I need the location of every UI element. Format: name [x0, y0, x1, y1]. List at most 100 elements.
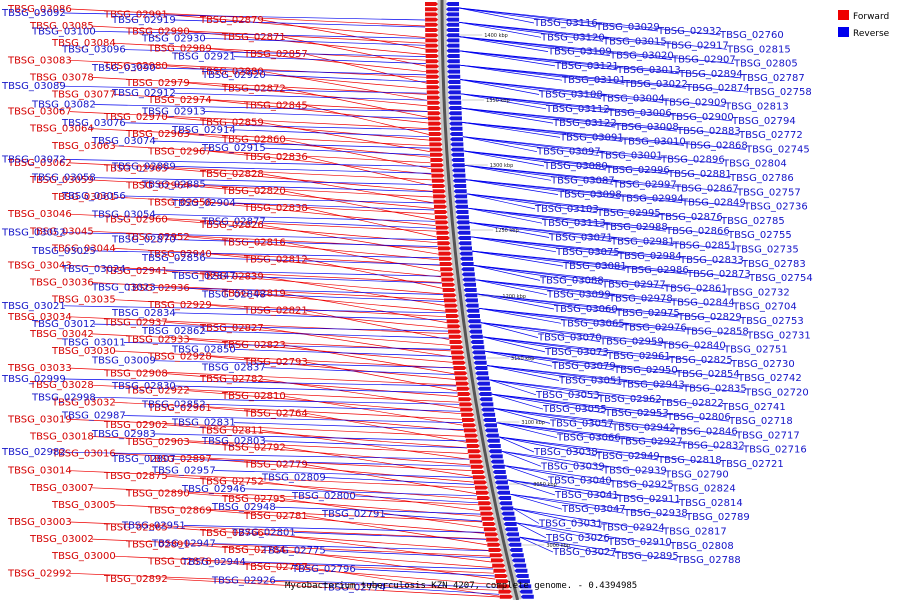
- reverse-connector: [469, 222, 550, 238]
- forward-gene-label: TBSG_03007: [29, 483, 94, 494]
- forward-gene-label: TBSG_02967: [147, 146, 212, 157]
- forward-gene-label: TBSG_02828: [199, 169, 264, 180]
- forward-connector: [209, 561, 497, 586]
- reverse-gene-label: TBSG_03011: [61, 337, 126, 348]
- reverse-connector: [496, 422, 682, 447]
- forward-gene-label: TBSG_02781: [243, 511, 308, 522]
- forward-connector: [305, 361, 458, 392]
- reverse-gene-label: TBSG_02946: [181, 484, 246, 495]
- forward-feature: [447, 324, 461, 329]
- reverse-feature: [483, 423, 497, 428]
- forward-feature: [481, 516, 495, 521]
- forward-feature: [443, 293, 457, 298]
- reverse-gene-label: TBSG_03051: [558, 376, 623, 387]
- forward-gene-label: TBSG_02937: [103, 317, 168, 328]
- reverse-gene-label: TBSG_02983: [91, 429, 156, 440]
- forward-feature: [467, 449, 481, 454]
- reverse-gene-label: TBSG_03120: [540, 32, 605, 43]
- forward-feature: [461, 412, 475, 417]
- kbp-label: 1350 kbp: [486, 98, 510, 104]
- forward-connector: [305, 105, 429, 135]
- reverse-gene-label: TBSG_02996: [605, 165, 670, 176]
- reverse-gene-label: TBSG_02731: [746, 330, 811, 341]
- reverse-gene-label: TBSG_02959: [599, 337, 664, 348]
- forward-gene-label: TBSG_02940: [147, 249, 212, 260]
- forward-feature: [426, 90, 440, 95]
- reverse-gene-label: TBSG_02975: [615, 308, 680, 319]
- reverse-feature: [452, 168, 466, 173]
- reverse-gene-label: TBSG_02896: [660, 155, 725, 166]
- reverse-connector: [501, 450, 666, 475]
- genome-backbone: [437, 0, 522, 600]
- reverse-connector: [123, 122, 429, 131]
- reverse-gene-label: TBSG_02904: [171, 198, 236, 209]
- reverse-connector: [463, 150, 669, 175]
- reverse-connector: [233, 129, 429, 138]
- forward-connector: [113, 350, 454, 369]
- reverse-gene-label: TBSG_03072: [1, 154, 66, 165]
- reverse-connector: [460, 79, 664, 103]
- forward-feature: [437, 246, 451, 251]
- reverse-feature: [448, 100, 462, 105]
- reverse-feature: [486, 438, 500, 443]
- forward-feature: [455, 381, 469, 386]
- reverse-gene-label: TBSG_02874: [685, 83, 750, 94]
- forward-connector: [283, 139, 432, 170]
- forward-connector: [187, 185, 435, 209]
- forward-feature: [465, 438, 479, 443]
- reverse-gene-label: TBSG_02900: [669, 112, 734, 123]
- forward-gene-label: TBSG_02941: [103, 266, 168, 277]
- reverse-connector: [482, 336, 546, 353]
- reverse-connector: [233, 349, 452, 357]
- reverse-feature: [447, 80, 461, 84]
- forward-gene-label: TBSG_02860: [221, 135, 286, 146]
- reverse-gene-label: TBSG_03070: [537, 333, 602, 344]
- reverse-connector: [473, 265, 665, 289]
- forward-feature: [426, 80, 440, 84]
- reverse-connector: [499, 436, 659, 461]
- reverse-gene-label: TBSG_03040: [547, 476, 612, 487]
- reverse-connector: [478, 307, 686, 332]
- forward-connector: [261, 224, 439, 255]
- kbp-label: 3150 kbp: [511, 356, 535, 362]
- reverse-gene-label: TBSG_02758: [747, 87, 812, 98]
- forward-gene-label: TBSG_02820: [221, 186, 286, 197]
- reverse-gene-label: TBSG_03092: [1, 8, 66, 19]
- reverse-feature: [469, 329, 483, 334]
- reverse-connector: [496, 422, 620, 443]
- reverse-feature: [490, 459, 504, 464]
- reverse-gene-label: TBSG_02977: [601, 279, 666, 290]
- forward-feature: [431, 168, 445, 173]
- forward-gene-label: TBSG_02812: [243, 254, 308, 265]
- forward-connector: [305, 412, 467, 443]
- forward-feature: [431, 178, 445, 183]
- reverse-connector: [489, 379, 723, 408]
- forward-gene-label: TBSG_02897: [147, 454, 212, 465]
- reverse-gene-label: TBSG_03076: [61, 118, 126, 129]
- forward-gene-label: TBSG_02990: [125, 27, 190, 38]
- forward-feature: [482, 522, 496, 526]
- reverse-gene-label: TBSG_02755: [727, 230, 792, 241]
- forward-feature: [454, 371, 468, 376]
- reverse-connector: [458, 7, 659, 32]
- reverse-connector: [93, 104, 428, 112]
- reverse-connector: [459, 21, 542, 38]
- reverse-connector: [93, 396, 460, 405]
- reverse-feature: [446, 48, 460, 53]
- reverse-connector: [459, 50, 556, 67]
- reverse-feature: [455, 210, 469, 214]
- kbp-label: 1200 kbp: [502, 294, 526, 300]
- reverse-gene-label: TBSG_02978: [608, 294, 673, 305]
- forward-feature: [446, 319, 460, 324]
- forward-gene-label: TBSG_03019: [7, 414, 72, 425]
- forward-gene-label: TBSG_02958: [147, 198, 212, 209]
- reverse-gene-label: TBSG_03121: [554, 61, 619, 72]
- reverse-feature: [513, 563, 527, 568]
- reverse-connector: [478, 307, 562, 324]
- reverse-feature: [448, 95, 462, 100]
- forward-gene-label: TBSG_03028: [29, 380, 94, 391]
- forward-feature: [488, 548, 502, 552]
- forward-feature: [433, 194, 447, 199]
- reverse-connector: [482, 336, 732, 365]
